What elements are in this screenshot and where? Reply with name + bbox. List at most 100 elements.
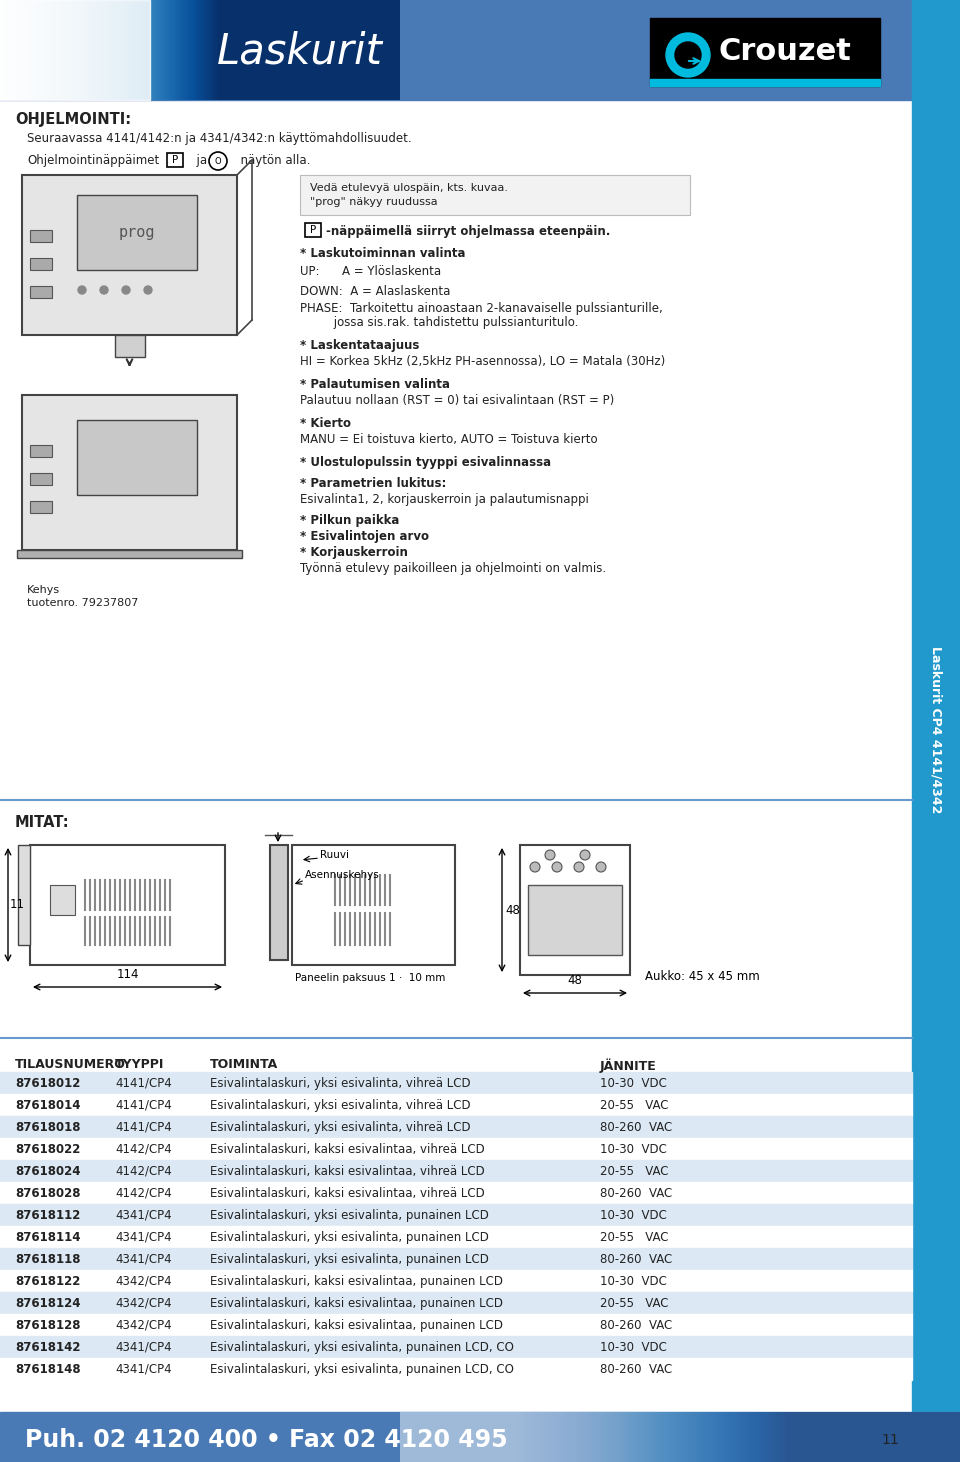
Bar xyxy=(300,175,690,215)
Text: Vedä etulevyä ulospäin, kts. kuvaa.: Vedä etulevyä ulospäin, kts. kuvaa. xyxy=(310,183,508,193)
Text: TOIMINTA: TOIMINTA xyxy=(210,1058,278,1072)
Bar xyxy=(30,444,52,458)
Bar xyxy=(18,845,30,944)
Circle shape xyxy=(596,863,606,871)
Text: 87618012: 87618012 xyxy=(15,1077,81,1091)
Text: 10-30  VDC: 10-30 VDC xyxy=(600,1275,667,1288)
Text: 48: 48 xyxy=(567,974,583,987)
Text: 4341/CP4: 4341/CP4 xyxy=(115,1231,172,1244)
Bar xyxy=(22,395,237,550)
Text: UP:      A = Ylöslaskenta: UP: A = Ylöslaskenta xyxy=(300,265,442,278)
Bar xyxy=(0,1336,912,1358)
Text: 11: 11 xyxy=(10,899,25,911)
Bar xyxy=(0,1292,912,1314)
Text: 4142/CP4: 4142/CP4 xyxy=(115,1165,172,1178)
Bar xyxy=(30,257,52,270)
Text: Kehys: Kehys xyxy=(27,585,60,595)
Text: 87618022: 87618022 xyxy=(15,1143,81,1156)
Bar xyxy=(650,79,880,86)
Circle shape xyxy=(552,863,562,871)
Text: 4142/CP4: 4142/CP4 xyxy=(115,1143,172,1156)
Text: Työnnä etulevy paikoilleen ja ohjelmointi on valmis.: Työnnä etulevy paikoilleen ja ohjelmoint… xyxy=(300,561,606,575)
Text: Ruuvi: Ruuvi xyxy=(320,849,349,860)
Text: 87618114: 87618114 xyxy=(15,1231,81,1244)
Circle shape xyxy=(122,287,130,294)
Text: 114: 114 xyxy=(116,968,139,981)
Text: 20-55   VAC: 20-55 VAC xyxy=(600,1297,668,1310)
Text: 80-260  VAC: 80-260 VAC xyxy=(600,1121,672,1135)
Text: P: P xyxy=(172,155,179,165)
Bar xyxy=(520,845,630,975)
Text: 87618128: 87618128 xyxy=(15,1319,81,1332)
Text: DOWN:  A = Alaslaskenta: DOWN: A = Alaslaskenta xyxy=(300,285,450,298)
Text: 4141/CP4: 4141/CP4 xyxy=(115,1099,172,1113)
Bar xyxy=(305,224,321,237)
Bar xyxy=(0,1314,912,1336)
Text: PHASE:  Tarkoitettu ainoastaan 2-kanavaiselle pulssianturille,: PHASE: Tarkoitettu ainoastaan 2-kanavais… xyxy=(300,303,662,314)
Text: Esivalintalaskuri, yksi esivalinta, punainen LCD, CO: Esivalintalaskuri, yksi esivalinta, puna… xyxy=(210,1341,514,1354)
Text: 87618124: 87618124 xyxy=(15,1297,81,1310)
Text: * Ulostulopulssin tyyppi esivalinnassa: * Ulostulopulssin tyyppi esivalinnassa xyxy=(300,456,551,469)
Bar xyxy=(0,1116,912,1137)
Bar xyxy=(114,335,145,357)
Text: 20-55   VAC: 20-55 VAC xyxy=(600,1231,668,1244)
Text: 80-260  VAC: 80-260 VAC xyxy=(600,1253,672,1266)
Bar xyxy=(0,1270,912,1292)
Bar xyxy=(0,1205,912,1227)
Text: * Korjauskerroin: * Korjauskerroin xyxy=(300,545,408,558)
Circle shape xyxy=(530,863,540,871)
Text: Esivalintalaskuri, yksi esivalinta, punainen LCD: Esivalintalaskuri, yksi esivalinta, puna… xyxy=(210,1209,489,1222)
Text: Esivalintalaskuri, yksi esivalinta, punainen LCD: Esivalintalaskuri, yksi esivalinta, puna… xyxy=(210,1231,489,1244)
Text: Esivalintalaskuri, kaksi esivalintaa, vihreä LCD: Esivalintalaskuri, kaksi esivalintaa, vi… xyxy=(210,1143,485,1156)
Text: Asennuskehys: Asennuskehys xyxy=(305,870,380,880)
Text: 87618142: 87618142 xyxy=(15,1341,81,1354)
Circle shape xyxy=(545,849,555,860)
Text: 87618028: 87618028 xyxy=(15,1187,81,1200)
Text: 87618122: 87618122 xyxy=(15,1275,81,1288)
Text: 87618112: 87618112 xyxy=(15,1209,81,1222)
Text: Esivalintalaskuri, yksi esivalinta, vihreä LCD: Esivalintalaskuri, yksi esivalinta, vihr… xyxy=(210,1121,470,1135)
Text: 87618024: 87618024 xyxy=(15,1165,81,1178)
Text: Esivalintalaskuri, yksi esivalinta, vihreä LCD: Esivalintalaskuri, yksi esivalinta, vihr… xyxy=(210,1077,470,1091)
Bar xyxy=(0,1227,912,1249)
Bar xyxy=(22,175,237,335)
Text: 4142/CP4: 4142/CP4 xyxy=(115,1187,172,1200)
Text: 4342/CP4: 4342/CP4 xyxy=(115,1319,172,1332)
Bar xyxy=(0,1249,912,1270)
Text: "prog" näkyy ruudussa: "prog" näkyy ruudussa xyxy=(310,197,438,208)
Text: Esivalintalaskuri, kaksi esivalintaa, punainen LCD: Esivalintalaskuri, kaksi esivalintaa, pu… xyxy=(210,1297,503,1310)
Circle shape xyxy=(675,42,701,69)
Bar xyxy=(30,501,52,513)
Circle shape xyxy=(209,152,227,170)
Circle shape xyxy=(574,863,584,871)
Circle shape xyxy=(100,287,108,294)
Text: HI = Korkea 5kHz (2,5kHz PH-asennossa), LO = Matala (30Hz): HI = Korkea 5kHz (2,5kHz PH-asennossa), … xyxy=(300,355,665,368)
Bar xyxy=(528,885,622,955)
Bar xyxy=(0,1358,912,1380)
Text: * Palautumisen valinta: * Palautumisen valinta xyxy=(300,379,450,390)
Text: TILAUSNUMERO: TILAUSNUMERO xyxy=(15,1058,126,1072)
Bar xyxy=(0,1181,912,1205)
Text: * Laskentataajuus: * Laskentataajuus xyxy=(300,339,420,352)
Bar xyxy=(0,1072,912,1094)
Text: 10-30  VDC: 10-30 VDC xyxy=(600,1077,667,1091)
Bar xyxy=(167,154,183,167)
Bar xyxy=(77,194,197,270)
Text: 11: 11 xyxy=(881,1433,899,1447)
Text: 4141/CP4: 4141/CP4 xyxy=(115,1077,172,1091)
Text: 87618018: 87618018 xyxy=(15,1121,81,1135)
Text: Esivalintalaskuri, kaksi esivalintaa, vihreä LCD: Esivalintalaskuri, kaksi esivalintaa, vi… xyxy=(210,1187,485,1200)
Bar xyxy=(0,1137,912,1159)
Text: -näppäimellä siirryt ohjelmassa eteenpäin.: -näppäimellä siirryt ohjelmassa eteenpäi… xyxy=(326,225,611,238)
Text: Ohjelmointinäppäimet: Ohjelmointinäppäimet xyxy=(27,154,159,167)
Text: 4141/CP4: 4141/CP4 xyxy=(115,1121,172,1135)
Bar xyxy=(292,845,455,965)
Text: Paneelin paksuus 1 ·  10 mm: Paneelin paksuus 1 · 10 mm xyxy=(295,974,445,982)
Text: 4341/CP4: 4341/CP4 xyxy=(115,1341,172,1354)
Text: Esivalintalaskuri, kaksi esivalintaa, punainen LCD: Esivalintalaskuri, kaksi esivalintaa, pu… xyxy=(210,1319,503,1332)
Circle shape xyxy=(580,849,590,860)
Text: Esivalintalaskuri, kaksi esivalintaa, vihreä LCD: Esivalintalaskuri, kaksi esivalintaa, vi… xyxy=(210,1165,485,1178)
Text: 10-30  VDC: 10-30 VDC xyxy=(600,1143,667,1156)
Text: 10-30  VDC: 10-30 VDC xyxy=(600,1341,667,1354)
Text: Crouzet: Crouzet xyxy=(719,37,852,66)
